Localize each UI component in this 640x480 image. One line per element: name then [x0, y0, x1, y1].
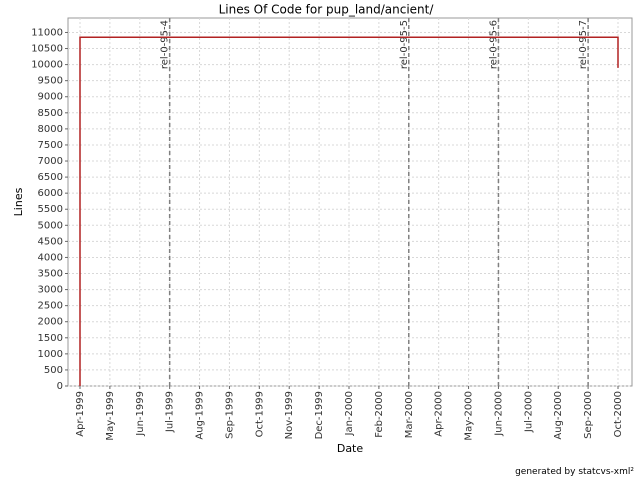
y-tick-label: 10500 — [31, 44, 63, 55]
marker-label: rel-0-95-6 — [488, 20, 499, 69]
x-tick-label: May-1999 — [105, 391, 116, 441]
x-tick-label: Apr-2000 — [434, 391, 445, 437]
x-tick-label: Sep-1999 — [224, 391, 235, 439]
footer: generated by statcvs-xml² — [515, 467, 634, 477]
y-tick-label: 4000 — [38, 252, 63, 263]
y-tick-label: 6000 — [38, 188, 63, 199]
y-tick-label: 5500 — [38, 204, 63, 215]
y-tick-label: 8500 — [38, 108, 63, 119]
x-tick-label: Jun-2000 — [493, 391, 504, 437]
y-tick-label: 1000 — [38, 349, 63, 360]
y-tick-label: 500 — [44, 365, 63, 376]
x-tick-label: Aug-1999 — [195, 391, 206, 440]
x-tick-label: Apr-1999 — [75, 391, 86, 437]
x-tick-label: Jan-2000 — [344, 391, 355, 436]
y-tick-label: 11000 — [31, 27, 63, 38]
y-tick-label: 1500 — [38, 333, 63, 344]
marker-label: rel-0-95-5 — [399, 20, 410, 69]
plot-area — [67, 17, 633, 387]
marker-label: rel-0-95-4 — [160, 20, 171, 69]
x-tick-label: Dec-1999 — [314, 391, 325, 439]
y-tick-label: 4500 — [38, 236, 63, 247]
data-line — [79, 36, 619, 386]
y-tick-label: 0 — [57, 381, 63, 392]
y-axis-title: Lines — [12, 187, 25, 216]
marker-label: rel-0-95-7 — [578, 20, 589, 69]
x-tick-label: May-2000 — [464, 391, 475, 441]
x-tick-label: Nov-1999 — [284, 391, 295, 439]
x-tick-label: Jul-2000 — [523, 391, 534, 433]
y-tick-label: 9500 — [38, 76, 63, 87]
x-tick-label: Sep-2000 — [583, 391, 594, 439]
y-tick-label: 7000 — [38, 156, 63, 167]
y-tick-label: 7500 — [38, 140, 63, 151]
y-tick-label: 8000 — [38, 124, 63, 135]
y-tick-label: 10000 — [31, 60, 63, 71]
y-tick-label: 3000 — [38, 285, 63, 296]
x-tick-label: Oct-1999 — [254, 391, 265, 437]
x-tick-label: Feb-2000 — [374, 391, 385, 438]
x-tick-label: Jun-1999 — [135, 391, 146, 437]
y-tick-label: 2000 — [38, 317, 63, 328]
x-tick-label: Mar-2000 — [404, 391, 415, 438]
chart-title: Lines Of Code for pup_land/ancient/ — [219, 3, 435, 17]
y-tick-label: 2500 — [38, 301, 63, 312]
x-tick-label: Jul-1999 — [165, 391, 176, 433]
y-tick-label: 9000 — [38, 92, 63, 103]
x-tick-label: Oct-2000 — [613, 391, 624, 437]
x-tick-label: Aug-2000 — [553, 391, 564, 440]
x-axis-title: Date — [337, 442, 364, 455]
y-tick-label: 3500 — [38, 269, 63, 280]
y-tick-label: 5000 — [38, 220, 63, 231]
y-tick-label: 6500 — [38, 172, 63, 183]
